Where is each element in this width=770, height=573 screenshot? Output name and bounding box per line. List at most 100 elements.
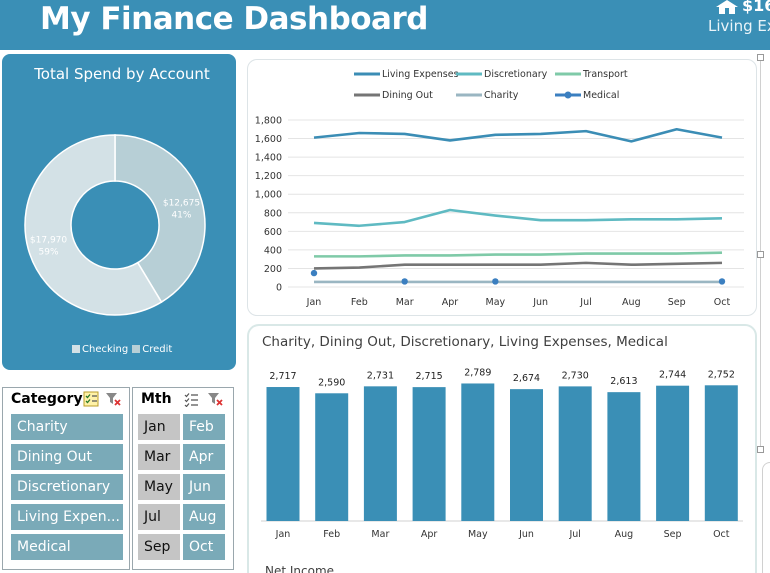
y-tick-label: 400 (264, 245, 282, 256)
x-tick-label: Sep (668, 297, 686, 308)
x-tick-label: Feb (351, 297, 368, 308)
bar-data-label: 2,590 (318, 377, 345, 388)
bar (607, 392, 641, 521)
series-line-dining-out (313, 261, 723, 270)
home-icon (716, 0, 738, 14)
net-income-title: Net Income (265, 564, 335, 573)
month-item-sep[interactable]: Sep (138, 534, 180, 560)
month-item-jan[interactable]: Jan (138, 414, 180, 440)
x-tick-label: Jun (532, 297, 548, 308)
legend-label: Charity (484, 90, 519, 101)
bar (558, 386, 592, 521)
bar (510, 389, 543, 521)
line-chart: 0 200 400 600 800 1,000 1,200 1,400 1,600 1,800 Ja… (255, 69, 744, 308)
x-tick-label: Aug (615, 529, 634, 540)
x-tick-label: Aug (622, 297, 641, 308)
month-item-feb[interactable]: Feb (183, 414, 225, 440)
total-spend-card[interactable]: Total Spend by Account $12,675 41% $17,970… (2, 54, 236, 370)
category-slicer[interactable]: Category Charity Dining Out Discretionar… (2, 387, 130, 570)
month-slicer-header: Mth (141, 391, 172, 407)
y-tick-label: 600 (264, 227, 282, 238)
x-tick-label: Jan (275, 529, 291, 540)
month-item-aug[interactable]: Aug (183, 504, 225, 530)
kpi-amount: $16 (742, 0, 770, 15)
series-point-medical (718, 278, 726, 285)
x-tick-label: Apr (421, 529, 438, 540)
slicer-item-medical[interactable]: Medical (11, 534, 123, 560)
bar (461, 383, 495, 521)
bar-data-label: 2,715 (415, 371, 442, 382)
legend-label: Transport (582, 69, 628, 80)
slice-value-label: $12,675 (163, 199, 200, 209)
bar (656, 385, 690, 521)
series-point-medical (401, 278, 408, 285)
series-line-living-expenses (313, 127, 723, 143)
slice-percent-label: 59% (39, 247, 59, 257)
x-tick-label: Jun (518, 529, 534, 540)
multi-select-icon[interactable] (183, 391, 199, 407)
page-title: My Finance Dashboard (40, 1, 428, 37)
multi-select-icon[interactable] (83, 391, 99, 407)
bar (704, 385, 738, 521)
bar-chart-title: Charity, Dining Out, Discretionary, Livi… (262, 334, 668, 350)
slicer-item-charity[interactable]: Charity (11, 414, 123, 440)
monthly-total-card[interactable]: Charity, Dining Out, Discretionary, Livi… (247, 324, 757, 573)
x-tick-label: May (486, 297, 506, 308)
y-tick-label: 1,800 (255, 116, 282, 127)
bar-data-label: 2,731 (367, 370, 394, 381)
month-item-apr[interactable]: Apr (183, 444, 225, 470)
x-tick-label: May (468, 529, 488, 540)
bar-data-label: 2,752 (708, 369, 735, 380)
bar (315, 393, 349, 521)
x-tick-label: Feb (323, 529, 340, 540)
bar-data-label: 2,717 (269, 371, 296, 382)
kpi-label: Living Exp (708, 17, 770, 35)
donut-slice (114, 134, 206, 304)
slicer-item-dining-out[interactable]: Dining Out (11, 444, 123, 470)
clear-filter-icon[interactable] (105, 391, 121, 407)
category-slicer-header: Category (11, 391, 83, 407)
slicer-item-discretionary[interactable]: Discretionary (11, 474, 123, 500)
month-item-jun[interactable]: Jun (183, 474, 225, 500)
legend-label: Dining Out (382, 90, 433, 101)
selected-chart-frame[interactable] (757, 54, 770, 453)
month-item-jul[interactable]: Jul (138, 504, 180, 530)
y-tick-label: 1,600 (255, 134, 282, 145)
category-trend-card[interactable]: 0 200 400 600 800 1,000 1,200 1,400 1,600 1,800 Ja… (247, 59, 757, 316)
bar-data-label: 2,613 (610, 376, 637, 387)
month-item-oct[interactable]: Oct (183, 534, 225, 560)
header-banner: My Finance Dashboard $16 Living Exp (0, 0, 770, 50)
resize-handle[interactable] (757, 251, 764, 258)
slice-percent-label: 41% (171, 211, 191, 221)
x-tick-label: Jan (306, 297, 322, 308)
bar-chart: 2,717 Jan 2,590 Feb 2,731 Mar 2,715 Apr 2,789 May… (261, 367, 743, 540)
y-tick-label: 200 (264, 264, 282, 275)
bar (363, 386, 397, 521)
bar-data-label: 2,789 (464, 367, 491, 378)
donut-chart: $12,675 41% $17,970 59% (24, 134, 206, 316)
x-tick-label: Mar (371, 529, 389, 540)
bar (412, 387, 446, 521)
x-tick-label: Sep (664, 529, 682, 540)
y-tick-label: 1,400 (255, 153, 282, 164)
y-tick-label: 0 (276, 283, 282, 294)
legend-label: Discretionary (484, 69, 548, 80)
legend-marker (564, 91, 572, 99)
x-tick-label: Oct (714, 297, 731, 308)
x-tick-label: Apr (442, 297, 459, 308)
resize-handle[interactable] (757, 54, 764, 61)
slicer-item-living-expenses[interactable]: Living Expen... (11, 504, 123, 530)
bar-data-label: 2,674 (513, 373, 540, 384)
y-tick-label: 800 (264, 208, 282, 219)
resize-handle[interactable] (757, 446, 764, 453)
month-item-mar[interactable]: Mar (138, 444, 180, 470)
legend-label: Living Expenses (382, 69, 459, 80)
month-item-may[interactable]: May (138, 474, 180, 500)
month-slicer[interactable]: Mth Jan Feb Mar Apr May Jun Jul Aug Sep … (132, 387, 234, 570)
x-tick-label: Mar (396, 297, 414, 308)
bar-data-label: 2,744 (659, 370, 686, 381)
clear-filter-icon[interactable] (207, 391, 223, 407)
offscreen-card-edge (762, 462, 770, 573)
y-tick-label: 1,000 (255, 190, 282, 201)
bar-data-label: 2,730 (562, 370, 589, 381)
